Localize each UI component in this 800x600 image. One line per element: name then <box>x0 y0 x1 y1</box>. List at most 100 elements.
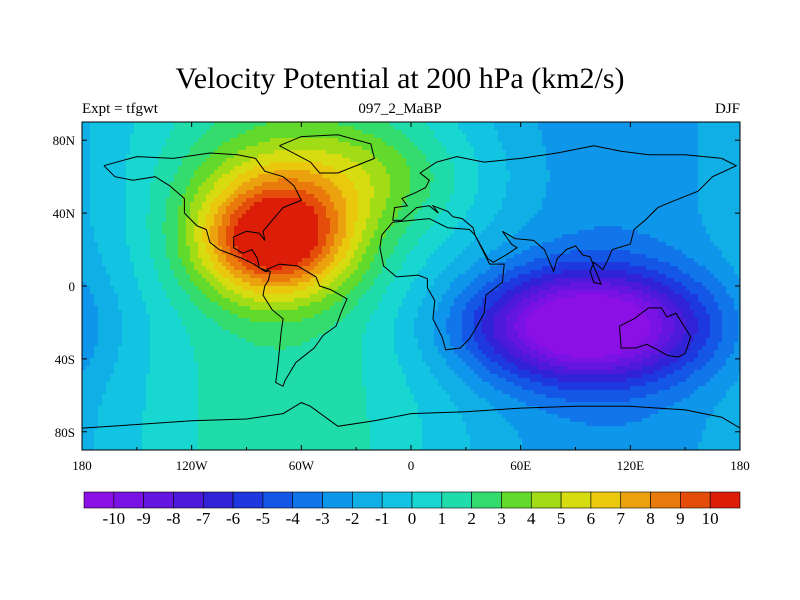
field-cell <box>90 126 94 130</box>
field-cell <box>442 214 446 218</box>
field-cell <box>154 142 158 146</box>
field-cell <box>134 202 138 206</box>
field-cell <box>354 226 358 230</box>
field-cell <box>562 174 566 178</box>
field-cell <box>386 130 390 134</box>
field-cell <box>98 182 102 186</box>
field-cell <box>334 222 338 226</box>
field-cell <box>598 170 602 174</box>
field-cell <box>626 178 630 182</box>
field-cell <box>722 226 726 230</box>
field-cell <box>654 174 658 178</box>
field-cell <box>550 134 554 138</box>
field-cell <box>170 166 174 170</box>
field-cell <box>566 166 570 170</box>
field-cell <box>374 202 378 206</box>
field-cell <box>214 214 218 218</box>
field-cell <box>438 174 442 178</box>
field-cell <box>382 146 386 150</box>
field-cell <box>690 146 694 150</box>
field-cell <box>334 150 338 154</box>
field-cell <box>518 170 522 174</box>
field-cell <box>610 234 614 238</box>
field-cell <box>114 174 118 178</box>
field-cell <box>434 126 438 130</box>
field-cell <box>690 218 694 222</box>
field-cell <box>198 134 202 138</box>
field-cell <box>502 194 506 198</box>
field-cell <box>106 222 110 226</box>
field-cell <box>86 178 90 182</box>
field-cell <box>638 190 642 194</box>
field-cell <box>306 138 310 142</box>
field-cell <box>718 178 722 182</box>
field-cell <box>710 146 714 150</box>
field-cell <box>434 226 438 230</box>
field-cell <box>202 206 206 210</box>
field-cell <box>490 138 494 142</box>
field-cell <box>578 122 582 126</box>
field-cell <box>490 178 494 182</box>
field-cell <box>602 238 606 242</box>
field-cell <box>494 174 498 178</box>
field-cell <box>402 210 406 214</box>
field-cell <box>358 138 362 142</box>
field-cell <box>478 170 482 174</box>
field-cell <box>398 226 402 230</box>
field-cell <box>278 218 282 222</box>
field-cell <box>310 210 314 214</box>
field-cell <box>434 134 438 138</box>
field-cell <box>442 170 446 174</box>
field-cell <box>242 182 246 186</box>
field-cell <box>318 166 322 170</box>
field-cell <box>314 234 318 238</box>
field-cell <box>658 214 662 218</box>
field-cell <box>270 122 274 126</box>
field-cell <box>478 238 482 242</box>
field-cell <box>86 218 90 222</box>
field-cell <box>178 202 182 206</box>
field-cell <box>398 194 402 198</box>
field-cell <box>418 194 422 198</box>
field-cell <box>434 166 438 170</box>
field-cell <box>594 146 598 150</box>
field-cell <box>310 130 314 134</box>
field-cell <box>386 210 390 214</box>
field-cell <box>586 122 590 126</box>
field-cell <box>362 198 366 202</box>
field-cell <box>654 210 658 214</box>
field-cell <box>194 178 198 182</box>
field-cell <box>714 222 718 226</box>
field-cell <box>726 154 730 158</box>
field-cell <box>278 234 282 238</box>
field-cell <box>446 146 450 150</box>
field-cell <box>98 178 102 182</box>
field-cell <box>354 214 358 218</box>
field-cell <box>270 202 274 206</box>
field-cell <box>350 214 354 218</box>
field-cell <box>498 154 502 158</box>
field-cell <box>642 230 646 234</box>
field-cell <box>606 222 610 226</box>
field-cell <box>502 210 506 214</box>
field-cell <box>186 130 190 134</box>
field-cell <box>442 190 446 194</box>
field-cell <box>718 230 722 234</box>
field-cell <box>230 166 234 170</box>
field-cell <box>402 182 406 186</box>
field-cell <box>562 222 566 226</box>
field-cell <box>214 194 218 198</box>
field-cell <box>674 206 678 210</box>
field-cell <box>514 210 518 214</box>
field-cell <box>106 182 110 186</box>
field-cell <box>102 134 106 138</box>
field-cell <box>666 186 670 190</box>
field-cell <box>178 182 182 186</box>
field-cell <box>362 146 366 150</box>
field-cell <box>382 126 386 130</box>
field-cell <box>286 130 290 134</box>
field-cell <box>502 234 506 238</box>
field-cell <box>702 230 706 234</box>
field-cell <box>710 126 714 130</box>
field-cell <box>638 234 642 238</box>
